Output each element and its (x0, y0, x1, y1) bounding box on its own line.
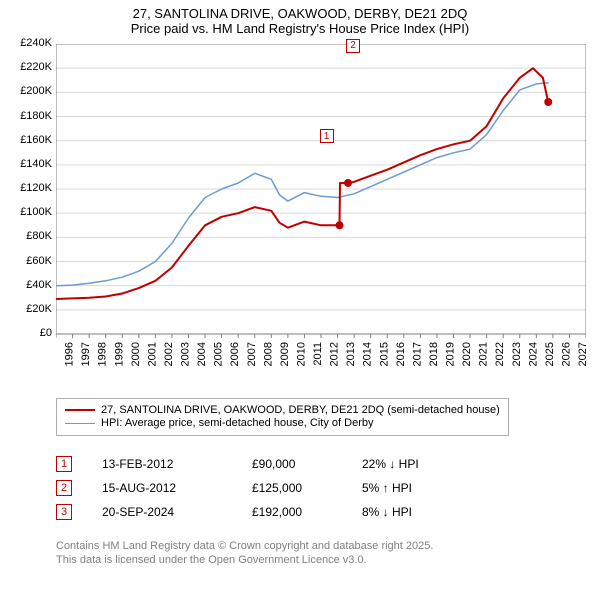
svg-text:2013: 2013 (345, 342, 357, 366)
y-tick-label: £200K (2, 85, 52, 97)
svg-text:1999: 1999 (113, 342, 125, 366)
svg-text:2002: 2002 (163, 342, 175, 366)
legend-item-hpi: HPI: Average price, semi-detached house,… (65, 417, 500, 429)
y-tick-label: £160K (2, 134, 52, 146)
y-tick-label: £240K (2, 37, 52, 49)
y-tick-label: £60K (2, 255, 52, 267)
legend: 27, SANTOLINA DRIVE, OAKWOOD, DERBY, DE2… (56, 398, 509, 436)
txn-delta: 22% ↓ HPI (362, 457, 462, 471)
svg-text:2003: 2003 (180, 342, 192, 366)
svg-text:2020: 2020 (461, 342, 473, 366)
svg-text:2016: 2016 (395, 342, 407, 366)
svg-text:2006: 2006 (229, 342, 241, 366)
table-row: 1 13-FEB-2012 £90,000 22% ↓ HPI (56, 452, 462, 476)
svg-text:2024: 2024 (527, 342, 539, 366)
title-address: 27, SANTOLINA DRIVE, OAKWOOD, DERBY, DE2… (0, 6, 600, 21)
svg-text:2012: 2012 (329, 342, 341, 366)
svg-text:2023: 2023 (511, 342, 523, 366)
txn-date: 20-SEP-2024 (102, 505, 252, 519)
txn-date: 15-AUG-2012 (102, 481, 252, 495)
svg-text:2005: 2005 (213, 342, 225, 366)
chart-title: 27, SANTOLINA DRIVE, OAKWOOD, DERBY, DE2… (0, 0, 600, 36)
txn-price: £125,000 (252, 481, 362, 495)
txn-marker-3: 3 (56, 504, 72, 520)
svg-text:2010: 2010 (295, 342, 307, 366)
y-tick-label: £0 (2, 327, 52, 339)
svg-text:2021: 2021 (478, 342, 490, 366)
txn-delta: 5% ↑ HPI (362, 481, 462, 495)
svg-text:2011: 2011 (312, 342, 324, 366)
chart-plot-area: 1995 1996 1997 1998 1999 2000 2001 2002 2003 2004… (56, 44, 586, 374)
txn-marker-1: 1 (56, 456, 72, 472)
chart-svg: 1995 1996 1997 1998 1999 2000 2001 2002 2003 2004… (56, 44, 586, 374)
svg-text:1997: 1997 (80, 342, 92, 366)
svg-text:2008: 2008 (262, 342, 274, 366)
svg-text:2014: 2014 (362, 342, 374, 366)
y-tick-label: £100K (2, 206, 52, 218)
svg-text:2026: 2026 (560, 342, 572, 366)
svg-text:2009: 2009 (279, 342, 291, 366)
footnote: Contains HM Land Registry data © Crown c… (56, 540, 433, 568)
svg-text:2001: 2001 (146, 342, 158, 366)
svg-text:2022: 2022 (494, 342, 506, 366)
svg-text:2000: 2000 (130, 342, 142, 366)
table-row: 2 15-AUG-2012 £125,000 5% ↑ HPI (56, 476, 462, 500)
legend-swatch-hpi (65, 423, 95, 424)
svg-text:2004: 2004 (196, 342, 208, 366)
txn-delta: 8% ↓ HPI (362, 505, 462, 519)
txn-date: 13-FEB-2012 (102, 457, 252, 471)
transactions-table: 1 13-FEB-2012 £90,000 22% ↓ HPI 2 15-AUG… (56, 452, 462, 524)
y-tick-label: £220K (2, 61, 52, 73)
txn-marker-2: 2 (56, 480, 72, 496)
svg-text:1995: 1995 (56, 342, 59, 366)
svg-text:1996: 1996 (64, 342, 76, 366)
legend-swatch-property (65, 409, 95, 411)
svg-text:2007: 2007 (246, 342, 258, 366)
y-tick-label: £120K (2, 182, 52, 194)
y-tick-label: £20K (2, 303, 52, 315)
svg-text:2015: 2015 (378, 342, 390, 366)
footnote-line1: Contains HM Land Registry data © Crown c… (56, 540, 433, 554)
txn-price: £90,000 (252, 457, 362, 471)
y-tick-label: £180K (2, 110, 52, 122)
svg-text:2018: 2018 (428, 342, 440, 366)
legend-item-property: 27, SANTOLINA DRIVE, OAKWOOD, DERBY, DE2… (65, 404, 500, 416)
txn-price: £192,000 (252, 505, 362, 519)
table-row: 3 20-SEP-2024 £192,000 8% ↓ HPI (56, 500, 462, 524)
legend-label-hpi: HPI: Average price, semi-detached house,… (101, 417, 374, 429)
footnote-line2: This data is licensed under the Open Gov… (56, 554, 433, 568)
y-tick-label: £140K (2, 158, 52, 170)
svg-text:2025: 2025 (544, 342, 556, 366)
svg-text:2027: 2027 (577, 342, 586, 366)
svg-text:1998: 1998 (97, 342, 109, 366)
legend-label-property: 27, SANTOLINA DRIVE, OAKWOOD, DERBY, DE2… (101, 404, 500, 416)
svg-text:2017: 2017 (411, 342, 423, 366)
y-tick-label: £80K (2, 230, 52, 242)
y-tick-label: £40K (2, 279, 52, 291)
svg-text:2019: 2019 (445, 342, 457, 366)
title-subtitle: Price paid vs. HM Land Registry's House … (0, 21, 600, 36)
